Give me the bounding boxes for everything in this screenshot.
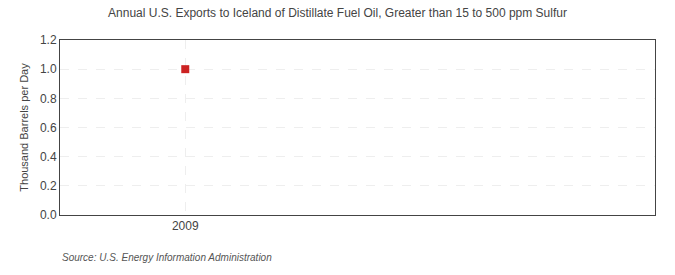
svg-text:0.0: 0.0: [40, 208, 57, 222]
svg-text:1.0: 1.0: [40, 62, 57, 76]
svg-text:0.8: 0.8: [40, 92, 57, 106]
svg-text:0.6: 0.6: [40, 121, 57, 135]
svg-text:0.4: 0.4: [40, 150, 57, 164]
svg-text:Annual U.S. Exports to Iceland: Annual U.S. Exports to Iceland of Distil…: [108, 6, 567, 20]
svg-text:0.2: 0.2: [40, 179, 57, 193]
svg-text:Thousand Barrels per Day: Thousand Barrels per Day: [18, 63, 30, 192]
svg-text:2009: 2009: [172, 219, 199, 233]
svg-text:1.2: 1.2: [40, 33, 57, 47]
svg-text:Source: U.S. Energy Informatio: Source: U.S. Energy Information Administ…: [62, 252, 272, 263]
